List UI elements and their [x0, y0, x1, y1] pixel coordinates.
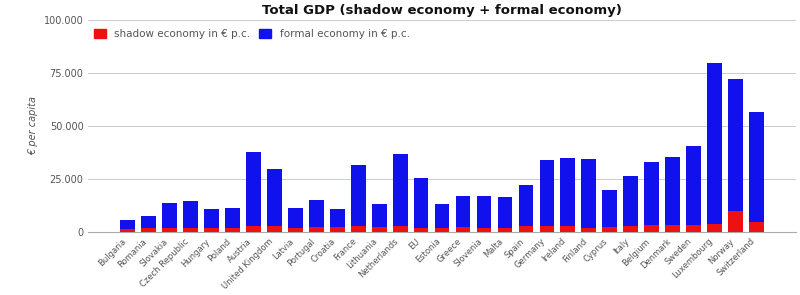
Bar	[142, 216, 156, 228]
Bar	[623, 176, 638, 226]
Bar	[728, 211, 742, 232]
Bar	[372, 204, 386, 227]
Bar	[267, 227, 282, 232]
Bar	[644, 225, 659, 232]
Bar	[183, 227, 198, 232]
Bar	[330, 227, 345, 232]
Bar	[288, 227, 302, 232]
Bar	[226, 209, 240, 227]
Bar	[226, 227, 240, 232]
Bar	[477, 227, 491, 232]
Bar	[121, 229, 135, 232]
Bar	[267, 169, 282, 227]
Legend: shadow economy in € p.c., formal economy in € p.c.: shadow economy in € p.c., formal economy…	[94, 29, 410, 39]
Bar	[330, 209, 345, 227]
Bar	[623, 226, 638, 232]
Bar	[204, 228, 219, 232]
Bar	[162, 227, 177, 232]
Bar	[666, 157, 680, 225]
Bar	[121, 220, 135, 229]
Bar	[518, 227, 534, 232]
Bar	[561, 158, 575, 227]
Bar	[728, 79, 742, 211]
Bar	[561, 227, 575, 232]
Bar	[246, 152, 261, 227]
Bar	[539, 227, 554, 232]
Bar	[246, 227, 261, 232]
Bar	[518, 185, 534, 227]
Bar	[602, 227, 617, 232]
Bar	[142, 228, 156, 232]
Bar	[162, 203, 177, 227]
Bar	[539, 160, 554, 227]
Bar	[477, 196, 491, 227]
Bar	[393, 227, 407, 232]
Bar	[414, 178, 429, 227]
Bar	[309, 227, 324, 232]
Title: Total GDP (shadow economy + formal economy): Total GDP (shadow economy + formal econo…	[262, 4, 622, 17]
Bar	[414, 227, 429, 232]
Bar	[644, 162, 659, 225]
Bar	[749, 112, 764, 222]
Bar	[686, 146, 701, 225]
Bar	[372, 227, 386, 232]
Bar	[393, 154, 407, 227]
Bar	[456, 227, 470, 232]
Bar	[498, 227, 512, 232]
Bar	[456, 196, 470, 227]
Bar	[434, 228, 450, 232]
Bar	[686, 225, 701, 232]
Bar	[351, 165, 366, 227]
Bar	[707, 63, 722, 224]
Bar	[288, 209, 302, 227]
Bar	[309, 199, 324, 227]
Bar	[707, 224, 722, 232]
Bar	[582, 159, 596, 227]
Bar	[602, 190, 617, 227]
Y-axis label: € per capita: € per capita	[28, 96, 38, 155]
Bar	[582, 227, 596, 232]
Bar	[351, 227, 366, 232]
Bar	[498, 197, 512, 227]
Bar	[749, 222, 764, 232]
Bar	[204, 209, 219, 228]
Bar	[434, 204, 450, 228]
Bar	[183, 201, 198, 227]
Bar	[666, 225, 680, 232]
